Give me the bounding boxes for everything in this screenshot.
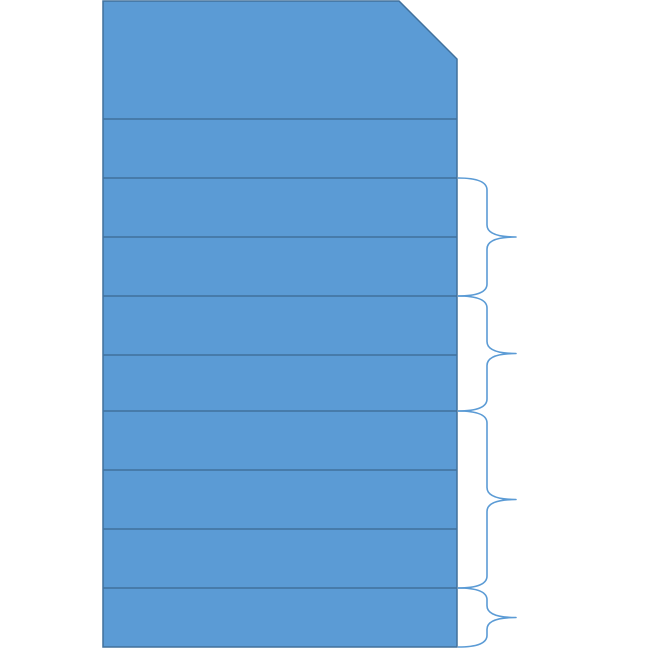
segment-block bbox=[103, 178, 457, 237]
segment-block bbox=[103, 411, 457, 470]
segment-block bbox=[103, 529, 457, 588]
segment-block bbox=[103, 237, 457, 296]
curly-brace bbox=[458, 588, 516, 647]
segment-block bbox=[103, 119, 457, 178]
curly-brace bbox=[458, 296, 516, 411]
curly-brace bbox=[458, 411, 516, 588]
brace-group-set bbox=[458, 178, 516, 647]
segment-stack bbox=[103, 1, 457, 647]
segment-block bbox=[103, 588, 457, 647]
segment-block bbox=[103, 296, 457, 355]
curly-brace bbox=[458, 178, 516, 296]
segment-block bbox=[103, 355, 457, 411]
segment-block bbox=[103, 1, 457, 119]
segment-block bbox=[103, 470, 457, 529]
